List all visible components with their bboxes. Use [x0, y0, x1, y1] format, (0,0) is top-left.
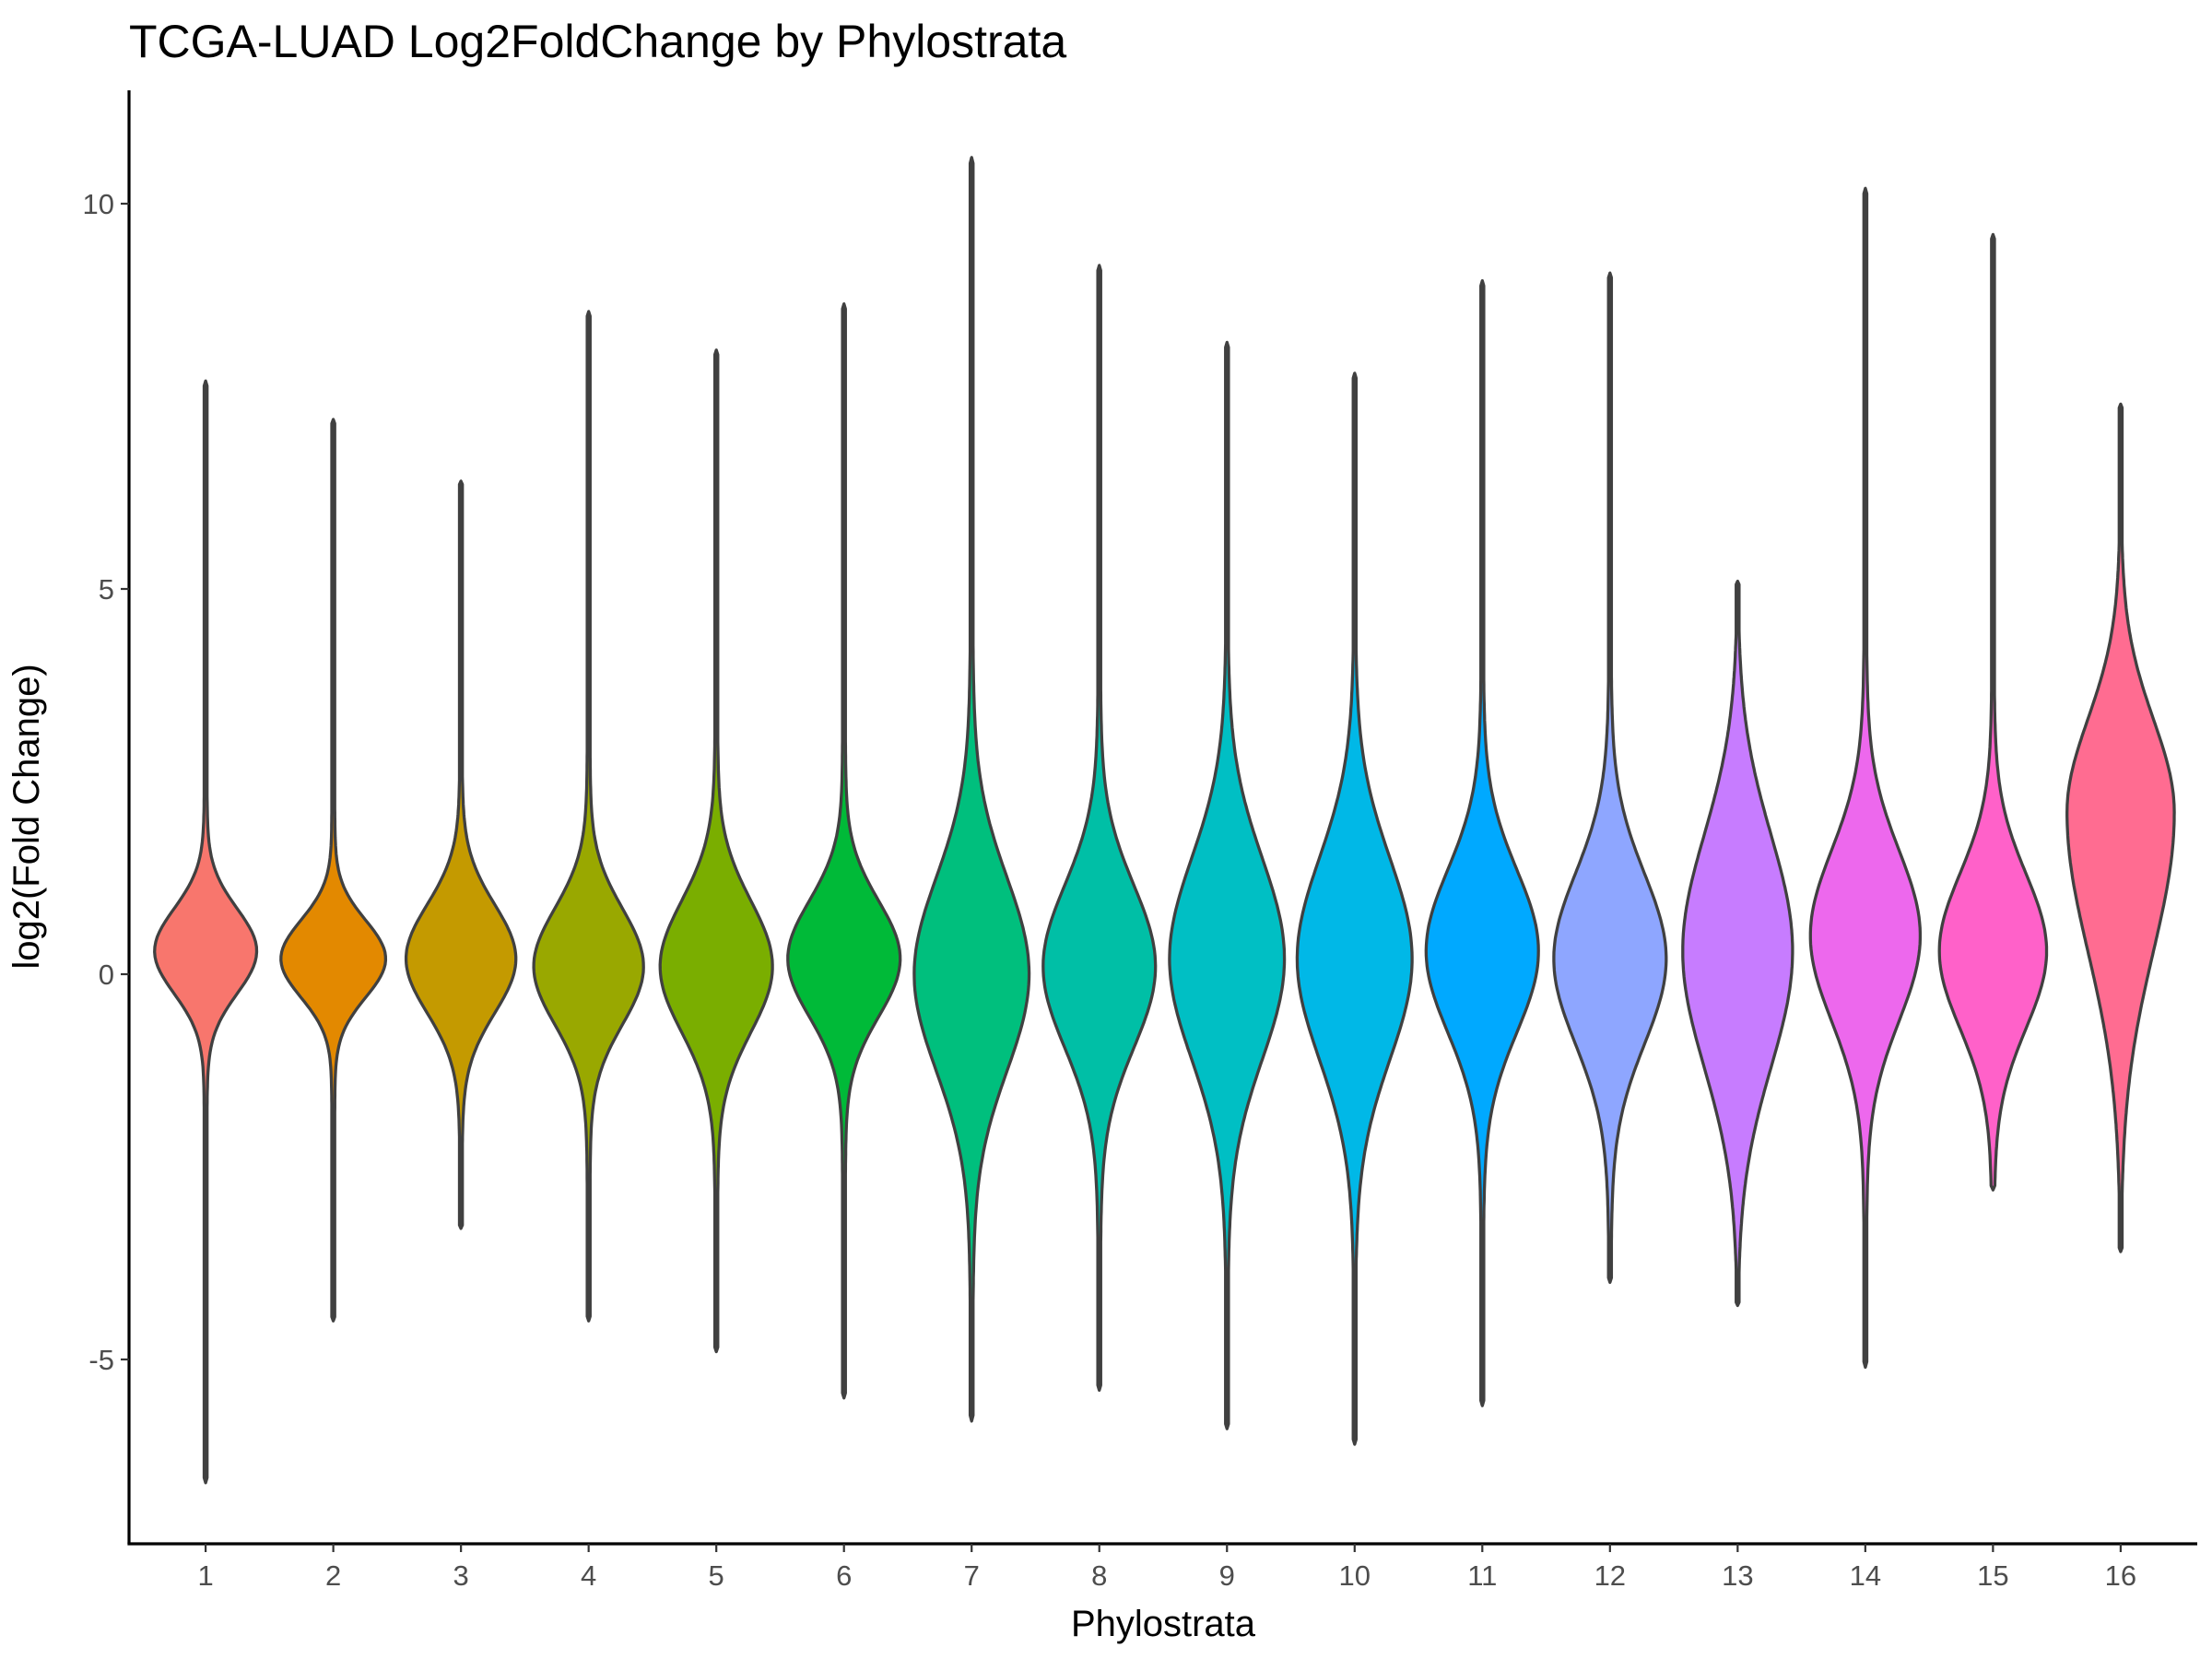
x-tick-label: 9: [1219, 1559, 1235, 1592]
violin-11: [1424, 278, 1540, 1407]
violin-14: [1808, 186, 1923, 1370]
x-tick-label: 4: [581, 1559, 596, 1592]
violin-5: [658, 348, 774, 1354]
x-tick-label: 5: [709, 1559, 724, 1592]
violin-2: [279, 418, 388, 1323]
x-tick-label: 6: [836, 1559, 852, 1592]
violin-4: [532, 310, 645, 1323]
violin-12: [1552, 271, 1668, 1285]
violin-13: [1681, 579, 1794, 1308]
y-tick-label: 10: [83, 188, 114, 220]
violin-10: [1295, 371, 1414, 1446]
x-tick-label: 10: [1339, 1559, 1371, 1592]
violin-group: [153, 156, 2176, 1485]
x-tick-label: 15: [1977, 1559, 2008, 1592]
x-tick-label: 12: [1594, 1559, 1626, 1592]
violin-16: [2065, 402, 2176, 1253]
violin-9: [1168, 340, 1287, 1430]
x-tick-label: 11: [1467, 1559, 1497, 1592]
violin-7: [912, 156, 1031, 1423]
violin-15: [1937, 232, 2049, 1192]
y-tick-label: 0: [99, 959, 114, 991]
violin-6: [786, 302, 902, 1400]
violin-3: [404, 479, 518, 1230]
x-tick-label: 1: [197, 1559, 213, 1592]
x-axis-title: Phylostrata: [1071, 1604, 1256, 1644]
y-tick-label: 5: [99, 573, 114, 606]
x-tick-label: 14: [1850, 1559, 1881, 1592]
x-tick-label: 16: [2105, 1559, 2136, 1592]
x-tick-label: 8: [1091, 1559, 1107, 1592]
x-tick-label: 3: [453, 1559, 469, 1592]
violin-1: [153, 379, 259, 1485]
x-tick-label: 7: [964, 1559, 980, 1592]
violin-8: [1041, 264, 1158, 1393]
x-axis-ticks: 1 2 3 4 5 6 7 8 9 10 11 12 13 14 15 16: [197, 1544, 2136, 1592]
y-tick-label: -5: [88, 1344, 114, 1376]
y-axis-title: log2(Fold Change): [6, 664, 47, 969]
y-axis-ticks: 10 5 0 -5: [83, 188, 129, 1376]
x-tick-label: 13: [1722, 1559, 1753, 1592]
chart-title: TCGA-LUAD Log2FoldChange by Phylostrata: [129, 16, 1066, 67]
x-tick-label: 2: [325, 1559, 341, 1592]
